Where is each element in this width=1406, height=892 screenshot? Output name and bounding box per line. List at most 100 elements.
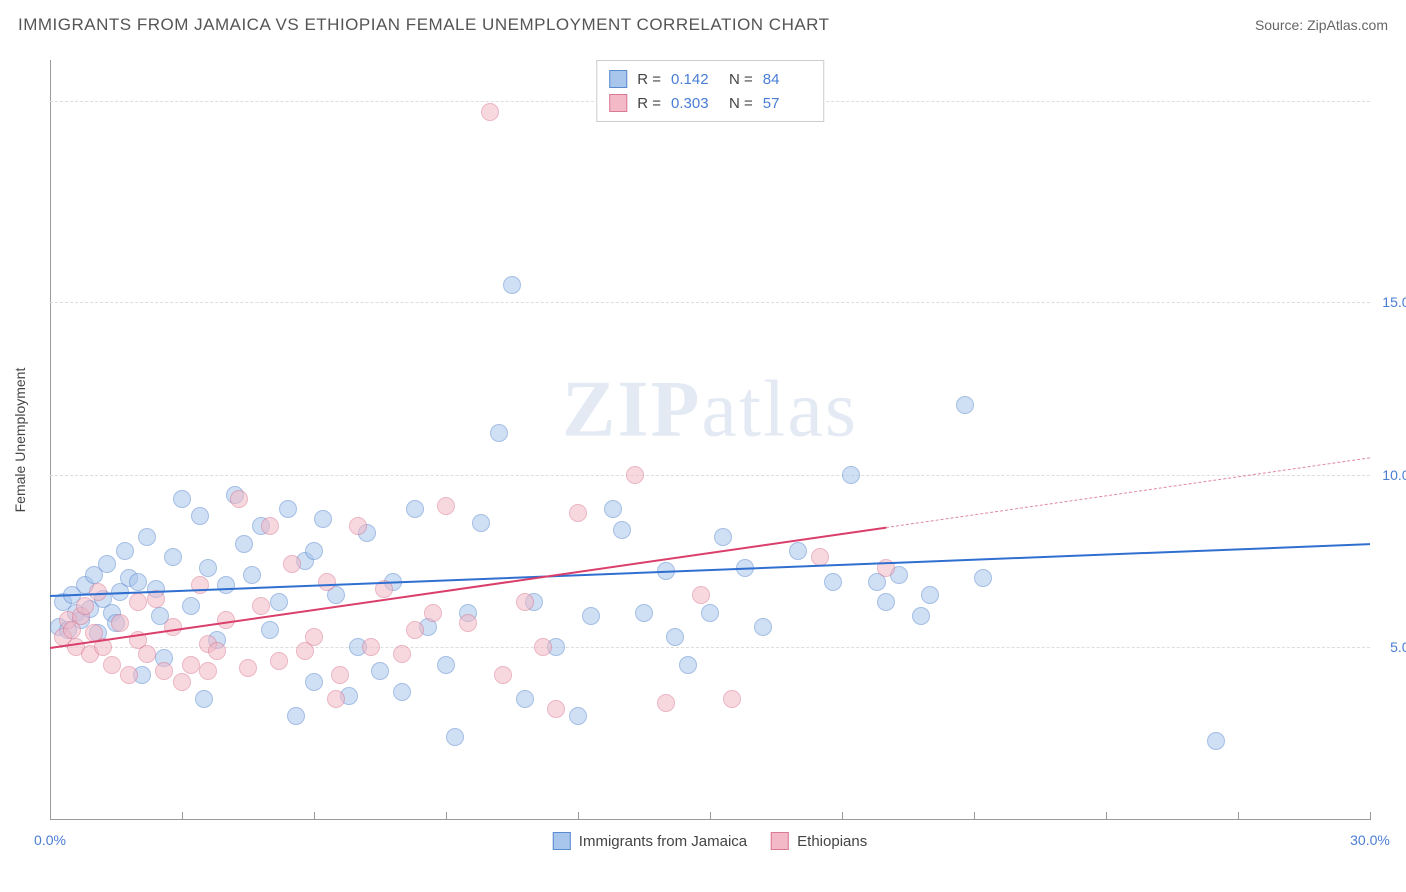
scatter-point-ethiopia [208,642,226,660]
x-tick [842,812,843,820]
scatter-point-jamaica [437,656,455,674]
scatter-point-jamaica [1207,732,1225,750]
scatter-point-jamaica [305,673,323,691]
scatter-point-ethiopia [516,593,534,611]
x-tick [710,812,711,820]
x-tick [1238,812,1239,820]
trend-line-dash [886,457,1370,528]
scatter-point-jamaica [182,597,200,615]
scatter-point-ethiopia [103,656,121,674]
scatter-point-jamaica [191,507,209,525]
x-tick-label: 30.0% [1350,832,1390,848]
scatter-point-ethiopia [252,597,270,615]
scatter-point-jamaica [116,542,134,560]
scatter-point-ethiopia [494,666,512,684]
x-tick [578,812,579,820]
plot-region: 5.0%10.0%15.0%0.0%30.0% [50,60,1370,820]
x-tick [446,812,447,820]
x-tick-label: 0.0% [34,832,66,848]
scatter-point-ethiopia [230,490,248,508]
scatter-point-ethiopia [723,690,741,708]
scatter-point-ethiopia [318,573,336,591]
scatter-point-jamaica [754,618,772,636]
scatter-point-jamaica [261,621,279,639]
scatter-point-jamaica [974,569,992,587]
scatter-point-ethiopia [481,103,499,121]
scatter-point-ethiopia [164,618,182,636]
scatter-point-jamaica [305,542,323,560]
scatter-point-jamaica [393,683,411,701]
x-tick [182,812,183,820]
scatter-point-ethiopia [120,666,138,684]
y-tick-label: 15.0% [1382,294,1406,310]
scatter-point-jamaica [235,535,253,553]
legend-n-label: N = [729,71,753,88]
scatter-point-ethiopia [76,597,94,615]
scatter-point-jamaica [314,510,332,528]
grid-line [50,647,1370,648]
scatter-point-jamaica [679,656,697,674]
scatter-point-ethiopia [155,662,173,680]
x-tick [1370,812,1371,820]
scatter-point-jamaica [138,528,156,546]
legend-swatch-ethiopia [609,94,627,112]
scatter-point-jamaica [569,707,587,725]
scatter-point-ethiopia [261,517,279,535]
legend-label-jamaica: Immigrants from Jamaica [579,833,747,850]
scatter-point-ethiopia [305,628,323,646]
scatter-point-ethiopia [692,586,710,604]
legend-r-ethiopia: 0.303 [671,95,719,112]
scatter-point-jamaica [446,728,464,746]
scatter-point-jamaica [635,604,653,622]
scatter-point-jamaica [956,396,974,414]
scatter-point-ethiopia [327,690,345,708]
scatter-point-ethiopia [424,604,442,622]
scatter-point-ethiopia [547,700,565,718]
legend-stats-row-ethiopia: R = 0.303 N = 57 [609,91,811,115]
scatter-point-jamaica [921,586,939,604]
scatter-point-ethiopia [437,497,455,515]
chart-area: Female Unemployment ZIPatlas R = 0.142 N… [50,60,1370,820]
scatter-point-jamaica [217,576,235,594]
grid-line [50,302,1370,303]
scatter-point-jamaica [714,528,732,546]
chart-title: IMMIGRANTS FROM JAMAICA VS ETHIOPIAN FEM… [18,15,830,35]
legend-r-jamaica: 0.142 [671,71,719,88]
scatter-point-jamaica [129,573,147,591]
scatter-point-jamaica [199,559,217,577]
scatter-point-ethiopia [331,666,349,684]
scatter-point-jamaica [406,500,424,518]
legend-n-jamaica: 84 [763,71,811,88]
scatter-point-ethiopia [199,662,217,680]
scatter-point-ethiopia [111,614,129,632]
y-tick-label: 10.0% [1382,467,1406,483]
scatter-point-ethiopia [393,645,411,663]
scatter-point-jamaica [490,424,508,442]
grid-line [50,475,1370,476]
legend-swatch-jamaica-icon [553,832,571,850]
x-tick [1106,812,1107,820]
scatter-point-ethiopia [270,652,288,670]
x-tick [314,812,315,820]
x-tick [50,812,51,820]
scatter-point-ethiopia [406,621,424,639]
scatter-point-ethiopia [129,593,147,611]
scatter-point-ethiopia [657,694,675,712]
scatter-point-jamaica [613,521,631,539]
legend-r-label: R = [637,71,661,88]
legend-swatch-ethiopia-icon [771,832,789,850]
scatter-point-jamaica [604,500,622,518]
scatter-point-jamaica [912,607,930,625]
scatter-point-ethiopia [459,614,477,632]
scatter-point-jamaica [173,490,191,508]
scatter-point-ethiopia [182,656,200,674]
legend-label-ethiopia: Ethiopians [797,833,867,850]
scatter-point-jamaica [503,276,521,294]
scatter-point-jamaica [824,573,842,591]
scatter-point-jamaica [371,662,389,680]
scatter-point-ethiopia [362,638,380,656]
scatter-point-jamaica [842,466,860,484]
scatter-point-jamaica [195,690,213,708]
legend-r-label: R = [637,95,661,112]
scatter-point-ethiopia [283,555,301,573]
